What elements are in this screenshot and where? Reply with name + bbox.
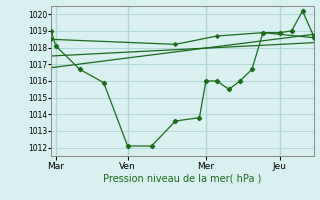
X-axis label: Pression niveau de la mer( hPa ): Pression niveau de la mer( hPa ) xyxy=(103,173,261,183)
